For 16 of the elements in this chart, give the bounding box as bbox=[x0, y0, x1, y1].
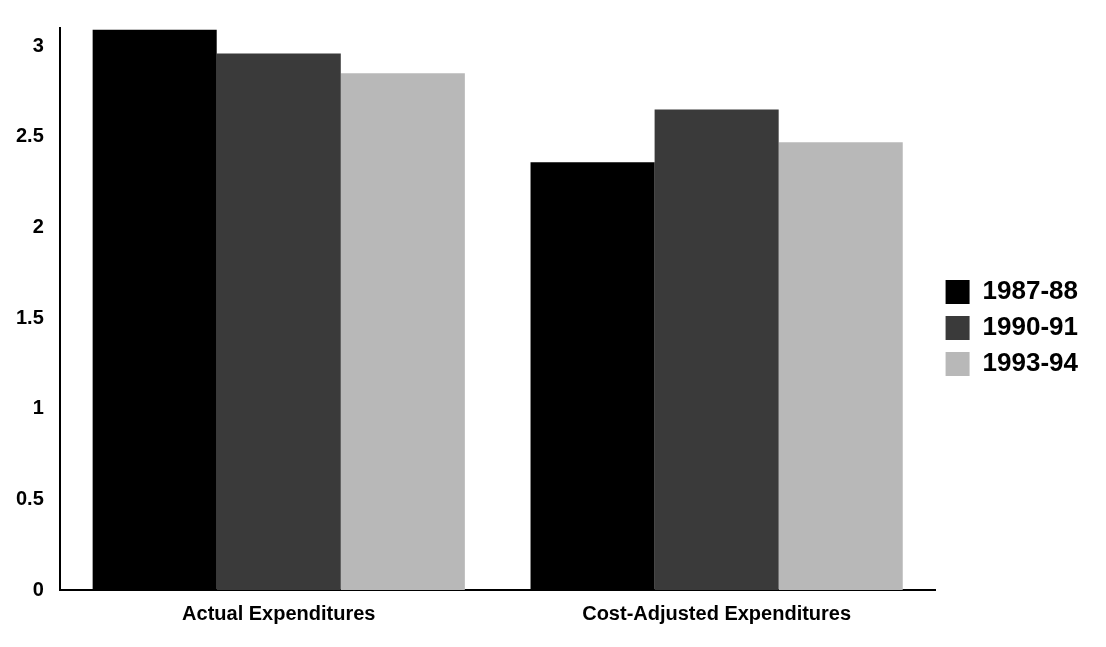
legend-label: 1987-88 bbox=[982, 275, 1078, 306]
y-tick-label: 3 bbox=[32, 33, 44, 56]
x-tick-label: Cost-Adjusted Expenditures bbox=[582, 601, 852, 624]
legend-label: 1993-94 bbox=[982, 347, 1079, 378]
y-tick-label: 2 bbox=[32, 214, 44, 237]
y-tick-label: 0 bbox=[32, 577, 44, 600]
y-tick-label: 0.5 bbox=[15, 486, 44, 509]
bar bbox=[216, 53, 341, 590]
y-tick-label: 1 bbox=[32, 396, 44, 419]
y-tick-label: 1.5 bbox=[15, 305, 44, 328]
y-tick-label: 2.5 bbox=[15, 124, 44, 147]
bar bbox=[340, 73, 465, 590]
bar bbox=[654, 109, 779, 590]
bar bbox=[778, 142, 903, 590]
legend-label: 1990-91 bbox=[982, 311, 1078, 342]
x-tick-label: Actual Expenditures bbox=[182, 601, 376, 624]
